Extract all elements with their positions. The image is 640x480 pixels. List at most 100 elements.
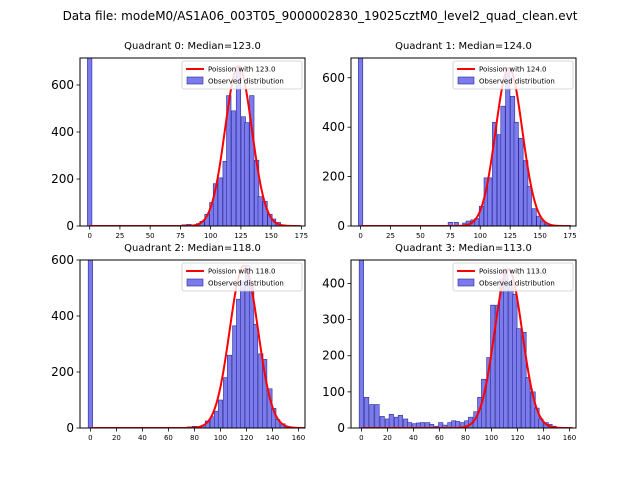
x-tick-label: 100 xyxy=(474,232,487,240)
fit-curve-line xyxy=(362,267,573,428)
x-tick-label: 50 xyxy=(416,232,425,240)
x-tick-label: 0 xyxy=(87,232,91,240)
fit-curve-line xyxy=(90,65,301,226)
chart-title: Quadrant 0: Median=123.0 xyxy=(124,41,261,52)
y-tick-label: 400 xyxy=(322,120,345,134)
histogram-bar xyxy=(217,177,223,226)
x-tick-label: 20 xyxy=(112,434,121,442)
legend-hist-label: Observed distribution xyxy=(208,280,284,288)
y-tick-label: 600 xyxy=(51,253,74,267)
y-tick-label: 200 xyxy=(322,349,345,363)
y-tick-label: 400 xyxy=(322,276,345,290)
x-tick-label: 140 xyxy=(266,434,279,442)
x-tick-label: 80 xyxy=(190,434,199,442)
histogram-bar xyxy=(358,260,364,428)
chart-title: Quadrant 2: Median=118.0 xyxy=(124,243,261,254)
x-tick-label: 25 xyxy=(386,232,395,240)
axes-frame xyxy=(350,57,577,227)
y-tick-label: 200 xyxy=(51,365,74,379)
x-tick-label: 175 xyxy=(295,232,308,240)
legend-fit-label: Poission with 124.0 xyxy=(479,66,547,74)
x-tick-label: 0 xyxy=(359,434,363,442)
histogram-bar xyxy=(226,95,232,226)
y-tick-label: 300 xyxy=(322,313,345,327)
y-tick-label: 0 xyxy=(66,421,74,435)
x-tick-label: 125 xyxy=(503,232,516,240)
x-tick-label: 120 xyxy=(240,434,253,442)
x-tick-label: 50 xyxy=(146,232,155,240)
histogram-bar xyxy=(407,422,413,428)
histogram-bar xyxy=(503,268,509,428)
histogram-bar xyxy=(397,415,403,428)
histogram-bar xyxy=(442,424,448,428)
x-tick-label: 120 xyxy=(511,434,524,442)
fit-curve-line xyxy=(361,66,571,226)
x-tick-label: 75 xyxy=(446,232,455,240)
histogram-bars xyxy=(358,260,573,428)
y-tick-label: 200 xyxy=(322,170,345,184)
legend-fit-label: Poission with 123.0 xyxy=(208,66,276,74)
x-tick-label: 160 xyxy=(563,434,576,442)
y-tick-label: 200 xyxy=(51,172,74,186)
histogram-bar xyxy=(487,177,493,226)
histogram-bars xyxy=(87,58,301,226)
histogram-bar xyxy=(249,95,255,226)
x-tick-label: 100 xyxy=(485,434,498,442)
legend-box xyxy=(452,60,574,90)
legend-hist-swatch xyxy=(457,278,475,287)
x-tick-label: 140 xyxy=(537,434,550,442)
x-tick-label: 0 xyxy=(88,434,92,442)
histogram-bar xyxy=(364,396,370,428)
x-tick-label: 25 xyxy=(115,232,124,240)
legend: Poission with 124.0 Observed distribution xyxy=(452,60,574,90)
panels: Quadrant 0: Median=123.0 0 25 50 75 100 125 150… xyxy=(51,41,577,442)
chart-title: Quadrant 3: Median=113.0 xyxy=(395,243,532,254)
x-tick-label: 0 xyxy=(358,232,362,240)
x-tick-label: 75 xyxy=(176,232,185,240)
x-tick-label: 40 xyxy=(138,434,147,442)
x-tick-label: 60 xyxy=(164,434,173,442)
legend: Poission with 118.0 Observed distribution xyxy=(181,262,303,292)
panel-quadrant-1: Quadrant 1: Median=124.0 0 25 50 75 100 125 150… xyxy=(322,41,577,240)
histogram-bar xyxy=(420,422,426,428)
histogram-bars xyxy=(358,58,571,226)
panel-quadrant-0: Quadrant 0: Median=123.0 0 25 50 75 100 125 150… xyxy=(51,41,308,240)
y-tick-label: 600 xyxy=(322,71,345,85)
x-tick-label: 60 xyxy=(435,434,444,442)
y-tick-label: 0 xyxy=(337,219,345,233)
histogram-bar xyxy=(240,280,246,428)
legend-hist-swatch xyxy=(186,278,204,287)
panel-quadrant-3: Quadrant 3: Median=113.0 0 20 40 60 80 100 120 1… xyxy=(322,243,577,442)
x-tick-label: 150 xyxy=(533,232,546,240)
histogram-bar xyxy=(227,354,233,428)
histogram-bar xyxy=(516,328,522,428)
histogram-bar xyxy=(358,58,364,226)
legend-hist-label: Observed distribution xyxy=(208,78,284,86)
histogram-bar xyxy=(369,404,375,428)
legend-hist-swatch xyxy=(186,76,204,85)
histogram-bar xyxy=(374,404,380,428)
legend-fit-label: Poission with 113.0 xyxy=(479,268,547,276)
legend: Poission with 113.0 Observed distribution xyxy=(452,262,574,292)
histogram-bar xyxy=(525,377,531,428)
y-tick-label: 0 xyxy=(337,421,345,435)
histogram-bar xyxy=(253,324,259,428)
x-tick-label: 80 xyxy=(461,434,470,442)
fit-curve-line xyxy=(91,264,305,428)
histogram-bar xyxy=(379,416,385,428)
legend-box xyxy=(181,60,303,90)
legend-hist-swatch xyxy=(457,76,475,85)
x-tick-label: 175 xyxy=(563,232,576,240)
axes-frame xyxy=(350,259,577,429)
x-tick-label: 100 xyxy=(204,232,217,240)
legend-box xyxy=(452,262,574,292)
histogram-bar xyxy=(212,183,219,226)
x-tick-label: 160 xyxy=(292,434,305,442)
legend-box xyxy=(181,262,303,292)
histogram-bar xyxy=(231,110,237,226)
y-tick-label: 0 xyxy=(66,219,74,233)
y-tick-label: 400 xyxy=(51,309,74,323)
histogram-bar xyxy=(500,105,506,226)
y-tick-label: 100 xyxy=(322,385,345,399)
